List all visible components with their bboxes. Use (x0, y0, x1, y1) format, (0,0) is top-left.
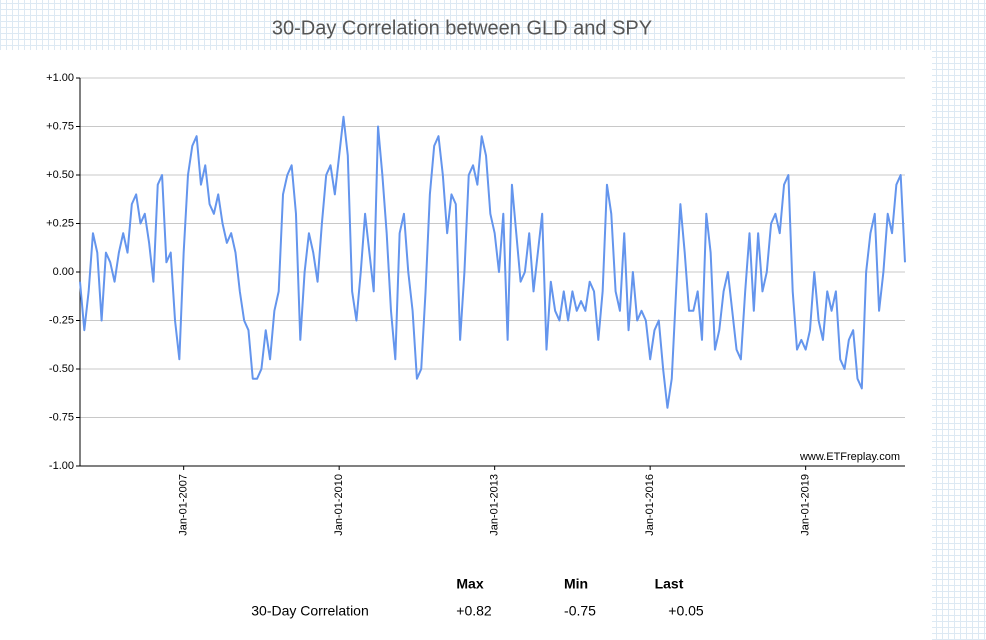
y-tick-label: +1.00 (46, 72, 74, 84)
y-tick-label: -0.25 (49, 314, 74, 326)
table-cell: -0.75 (564, 603, 596, 619)
y-tick-label: -1.00 (49, 460, 74, 472)
table-header: Last (655, 576, 684, 592)
y-tick-label: +0.75 (46, 120, 74, 132)
table-cell: +0.05 (668, 603, 704, 619)
y-tick-label: 0.00 (53, 266, 74, 278)
y-tick-label: +0.25 (46, 217, 74, 229)
x-tick-label: Jan-01-2013 (489, 474, 501, 536)
chart-panel (0, 50, 932, 640)
correlation-line (79, 115, 906, 409)
x-tick-label: Jan-01-2019 (800, 474, 812, 536)
table-cell: +0.82 (456, 603, 492, 619)
y-tick-label: -0.75 (49, 411, 74, 423)
table-row-label: 30-Day Correlation (251, 603, 369, 619)
chart-title: 30-Day Correlation between GLD and SPY (272, 17, 652, 39)
source-watermark: www.ETFreplay.com (799, 451, 900, 463)
x-tick-label: Jan-01-2016 (644, 474, 656, 536)
x-tick-label: Jan-01-2007 (178, 474, 190, 536)
table-header: Min (564, 576, 588, 592)
y-tick-label: +0.50 (46, 169, 74, 181)
table-header: Max (456, 576, 483, 592)
y-tick-label: -0.50 (49, 363, 74, 375)
x-tick-label: Jan-01-2010 (333, 474, 345, 536)
